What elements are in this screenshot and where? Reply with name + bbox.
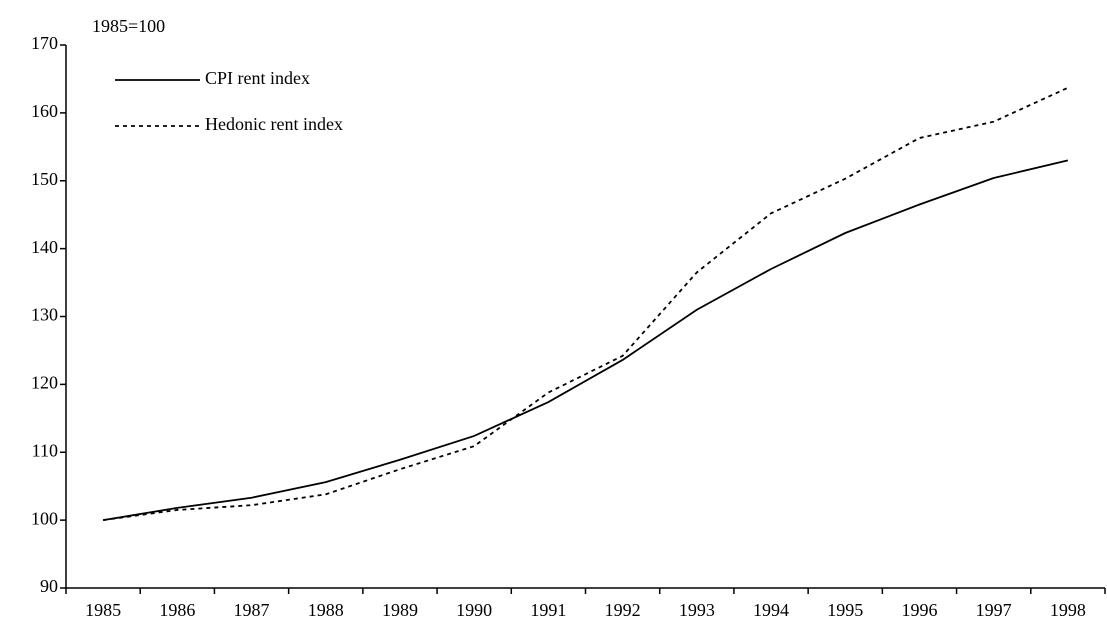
series-line: [102, 86, 1069, 522]
x-tick-label: 1998: [1050, 600, 1086, 620]
y-tick-label: 120: [31, 373, 58, 393]
y-tick-label: 110: [32, 440, 58, 460]
y-tick-label: 170: [31, 33, 58, 53]
y-tick-label: 100: [31, 508, 58, 528]
y-tick-label: 150: [31, 169, 58, 189]
x-tick-label: 1985: [85, 600, 121, 620]
x-tick-label: 1993: [679, 600, 715, 620]
legend-label: CPI rent index: [205, 68, 310, 88]
y-tick-label: 140: [31, 237, 58, 257]
series-line: [102, 159, 1069, 522]
y-axis-label: 1985=100: [92, 16, 165, 36]
y-tick-label: 130: [31, 305, 58, 325]
x-tick-label: 1994: [753, 600, 789, 620]
y-tick-label: 90: [40, 576, 58, 596]
x-tick-label: 1997: [976, 600, 1012, 620]
y-tick-label: 160: [31, 101, 58, 121]
x-tick-label: 1989: [382, 600, 418, 620]
x-tick-label: 1995: [827, 600, 863, 620]
x-tick-label: 1992: [605, 600, 641, 620]
x-tick-label: 1991: [530, 600, 566, 620]
x-tick-label: 1988: [308, 600, 344, 620]
legend-label: Hedonic rent index: [205, 114, 343, 134]
x-tick-label: 1990: [456, 600, 492, 620]
x-tick-label: 1996: [901, 600, 937, 620]
x-tick-label: 1987: [234, 600, 270, 620]
x-tick-label: 1986: [159, 600, 195, 620]
